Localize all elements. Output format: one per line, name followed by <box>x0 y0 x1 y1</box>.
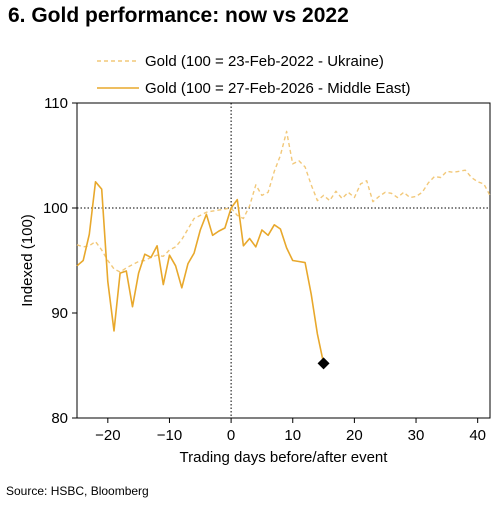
x-tick-label: −10 <box>157 427 182 444</box>
y-tick-label: 90 <box>51 305 68 322</box>
x-tick-label: −20 <box>95 427 120 444</box>
y-axis-title: Indexed (100) <box>19 214 36 307</box>
x-tick-label: 40 <box>469 427 486 444</box>
source-note: Source: HSBC, Bloomberg <box>6 484 149 498</box>
y-tick-label: 100 <box>43 200 68 217</box>
y-tick-label: 80 <box>51 410 68 427</box>
series-end-marker <box>317 357 330 370</box>
x-tick-label: 30 <box>408 427 425 444</box>
legend-label-2: Gold (100 = 27-Feb-2026 - Middle East) <box>145 80 411 97</box>
y-tick-label: 110 <box>44 95 68 112</box>
x-axis-title: Trading days before/after event <box>180 449 389 466</box>
x-tick-label: 10 <box>284 427 301 444</box>
x-tick-label: 0 <box>227 427 235 444</box>
plot-frame <box>76 102 491 419</box>
x-tick-label: 20 <box>346 427 363 444</box>
legend-label-1: Gold (100 = 23-Feb-2022 - Ukraine) <box>145 53 384 70</box>
series-line-1 <box>76 130 491 273</box>
chart-title: 6. Gold performance: now vs 2022 <box>8 4 349 27</box>
series-line-2 <box>76 181 325 364</box>
